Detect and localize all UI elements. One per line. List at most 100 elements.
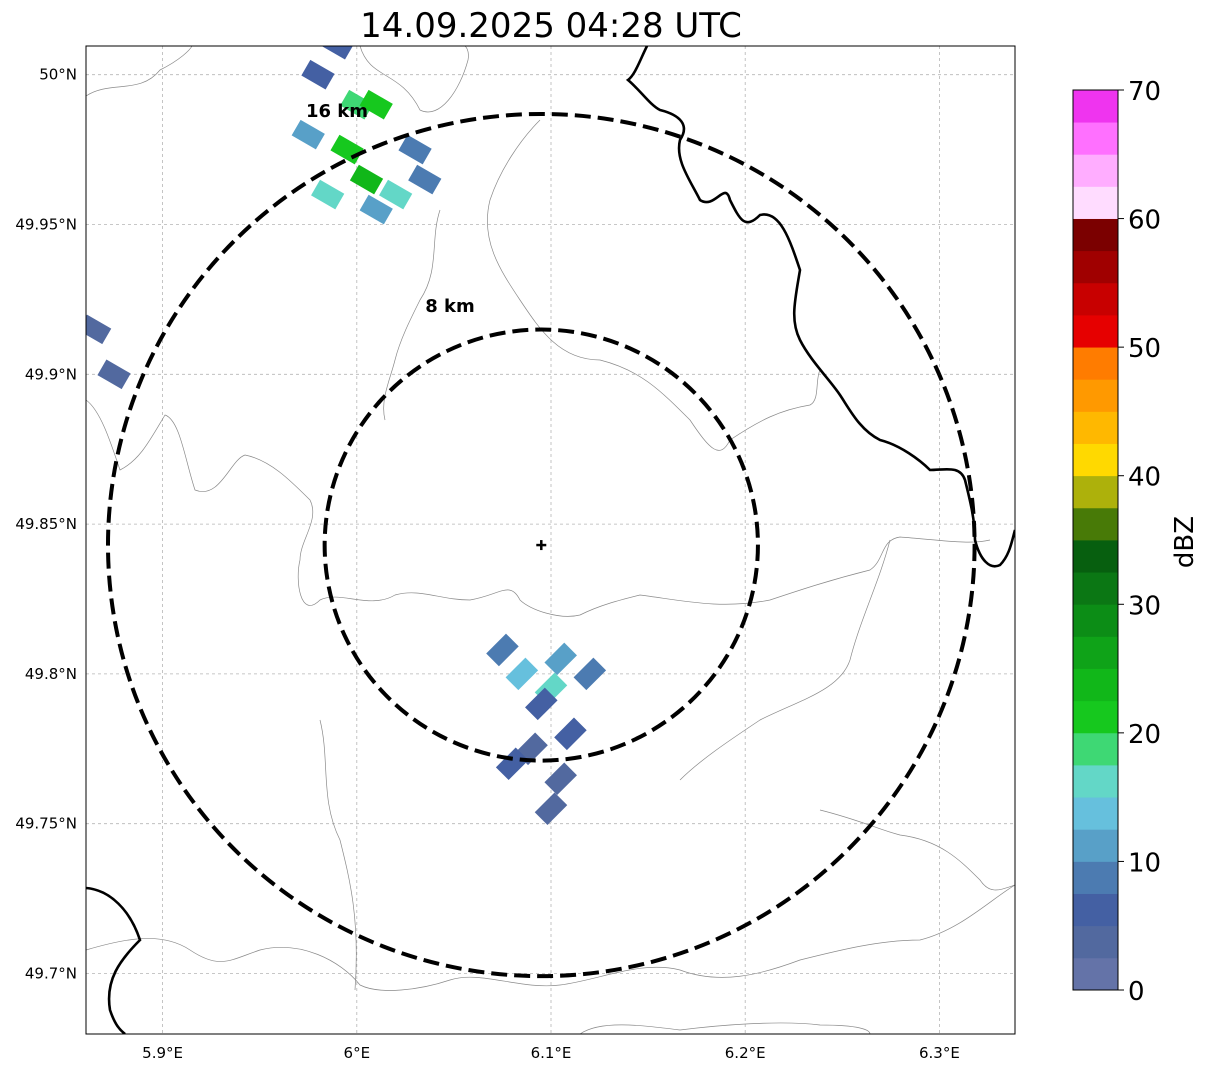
colorbar-label: dBZ [1170, 516, 1200, 568]
map-frame [85, 45, 1016, 1035]
y-tick-label: 49.9°N [25, 365, 77, 383]
echo-cell [359, 194, 393, 225]
y-tick-label: 49.85°N [15, 515, 77, 533]
x-tick-label: 6.1°E [531, 1044, 572, 1062]
border-line-east [625, 46, 1015, 568]
echo-cell [291, 119, 325, 150]
colorbar-segment [1073, 282, 1118, 316]
echo-cell [544, 642, 577, 676]
country-borders [86, 46, 1015, 1034]
radar-site-marker [536, 540, 547, 551]
echo-cell [301, 59, 335, 90]
colorbar-segment [1073, 122, 1118, 155]
colorbar-segment [1073, 475, 1118, 509]
y-axis-ticks: 49.7°N 49.75°N 49.8°N 49.85°N 49.9°N 49.95°N 5… [15, 66, 77, 983]
echo-cell [505, 657, 539, 691]
boundary-line-middle-south [319, 719, 357, 991]
gridlines [86, 46, 1015, 1034]
range-rings [105, 111, 977, 979]
radar-echoes [86, 46, 607, 825]
y-tick-label: 49.75°N [15, 815, 77, 833]
boundary-line-central-2 [486, 119, 821, 451]
colorbar-segment [1073, 797, 1118, 830]
x-tick-label: 6.3°E [919, 1044, 960, 1062]
echo-cell [554, 717, 587, 751]
colorbar-frame [1072, 89, 1119, 991]
colorbar-segment [1073, 668, 1118, 702]
echo-cell [525, 687, 558, 721]
echo-cell [544, 762, 577, 796]
y-tick-label: 50°N [39, 66, 77, 84]
colorbar-segment [1073, 925, 1118, 959]
colorbar-segment [1073, 411, 1118, 444]
colorbar-tick-label: 60 [1128, 206, 1161, 236]
echo-cell [495, 747, 529, 781]
boundary-line-west [86, 399, 991, 617]
boundary-line-southeast [819, 809, 1015, 891]
range-ring-8km [322, 327, 760, 763]
x-axis-ticks: 5.9°E 6°E 6.1°E 6.2°E 6.3°E [142, 1044, 960, 1062]
range-ring-label-16km: 16 km [306, 101, 368, 122]
echo-cell [320, 46, 355, 60]
boundary-line-central [383, 209, 441, 421]
echo-cell [97, 359, 131, 390]
x-tick-label: 5.9°E [142, 1044, 183, 1062]
colorbar-segment [1073, 186, 1118, 219]
colorbar-segment [1073, 636, 1118, 669]
boundary-line-east [679, 539, 891, 781]
colorbar-tick-label: 20 [1128, 720, 1161, 750]
colorbar-segment [1073, 604, 1118, 637]
boundary-line-north-2 [359, 46, 469, 113]
echo-cell [573, 657, 607, 691]
echo-cell [398, 134, 432, 165]
colorbar-segment [1073, 507, 1118, 541]
admin-boundaries [86, 46, 1015, 1034]
colorbar-segment [1073, 861, 1118, 894]
colorbar-segment [1073, 347, 1118, 380]
range-ring-label-8km: 8 km [425, 296, 475, 317]
x-tick-label: 6°E [344, 1044, 371, 1062]
echo-cell [379, 179, 413, 210]
range-ring-16km [105, 111, 977, 979]
colorbar-segment [1073, 893, 1118, 927]
map-area [86, 46, 1015, 1034]
border-line-southwest [86, 886, 142, 1034]
colorbar-segment [1073, 540, 1118, 573]
colorbar-tick-label: 40 [1128, 463, 1161, 493]
colorbar: 0 10 20 30 40 50 60 70 [1072, 77, 1161, 1007]
colorbar-segment [1073, 829, 1118, 862]
colorbar-segment [1073, 379, 1118, 412]
x-tick-label: 6.2°E [725, 1044, 766, 1062]
colorbar-segment [1073, 90, 1118, 123]
colorbar-segment [1073, 732, 1118, 766]
echo-cell [486, 633, 519, 667]
echo-cell [408, 164, 442, 195]
boundary-line-north [86, 46, 193, 97]
y-tick-label: 49.7°N [25, 965, 77, 983]
colorbar-segment [1073, 700, 1118, 734]
colorbar-segment [1073, 154, 1118, 187]
echo-cell [534, 792, 568, 825]
colorbar-segment [1073, 250, 1118, 284]
colorbar-segment [1073, 957, 1118, 991]
colorbar-segment [1073, 315, 1118, 348]
colorbar-tick-label: 50 [1128, 334, 1161, 364]
echo-cell [349, 164, 384, 195]
y-tick-label: 49.8°N [25, 665, 77, 683]
colorbar-segment [1073, 572, 1118, 605]
echo-cell [359, 89, 393, 120]
echo-cell [311, 179, 345, 210]
echo-cell [340, 89, 374, 120]
boundary-line-south [86, 884, 1015, 991]
colorbar-tick-label: 30 [1128, 591, 1161, 621]
y-tick-label: 49.95°N [15, 216, 77, 234]
colorbar-segment [1073, 443, 1118, 477]
colorbar-segment [1073, 765, 1118, 798]
colorbar-tick-label: 0 [1128, 977, 1145, 1007]
colorbar-tick-label: 10 [1128, 848, 1161, 878]
colorbar-tick-label: 70 [1128, 77, 1161, 107]
map-title: 14.09.2025 04:28 UTC [360, 6, 742, 46]
colorbar-segment [1073, 218, 1118, 252]
boundary-line-bottom [579, 1022, 871, 1034]
